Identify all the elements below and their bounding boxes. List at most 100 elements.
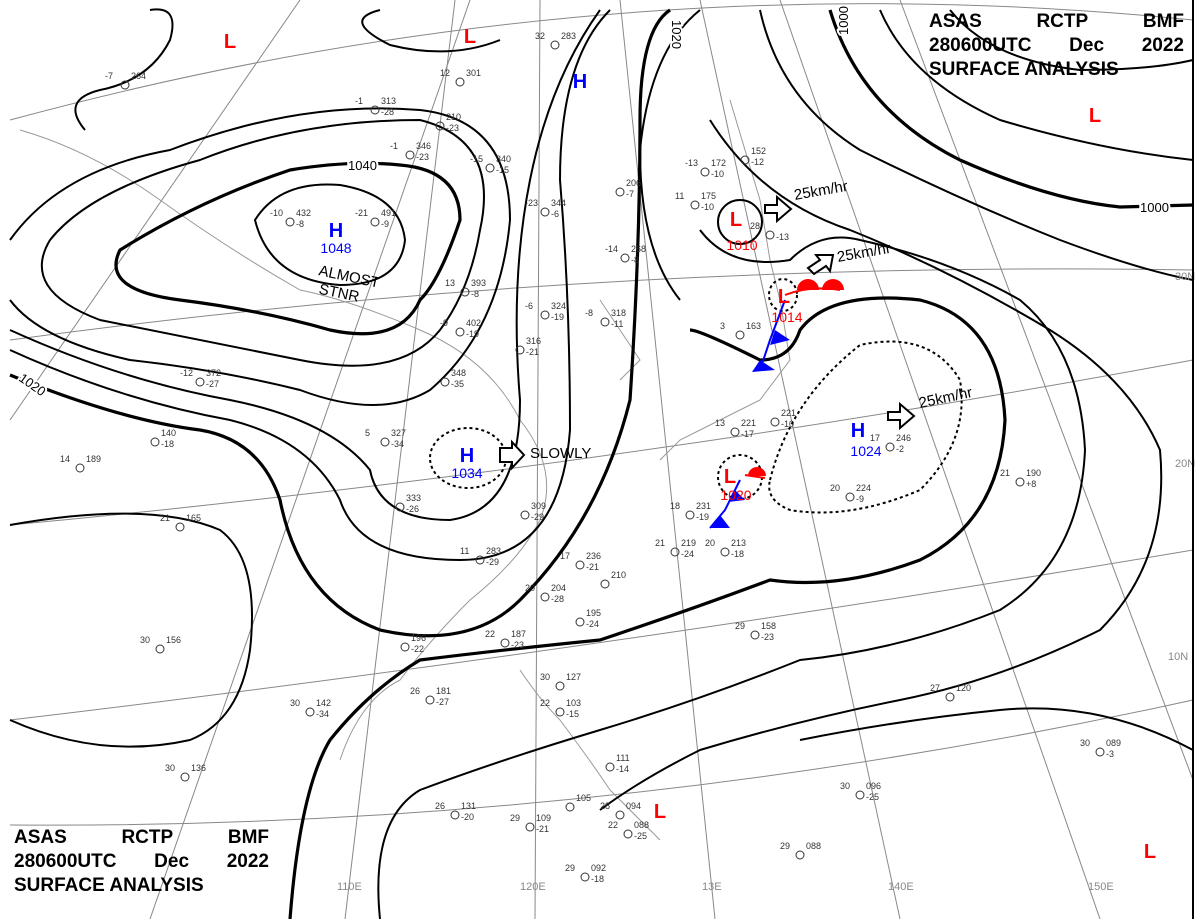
station-plot: -23 344-6	[525, 198, 566, 219]
station-plot: 22 187-23	[485, 629, 526, 650]
station-temperature: 28	[600, 801, 610, 811]
isobar	[9, 9, 611, 562]
station-dewpoint: -26	[406, 504, 419, 514]
low-pressure-center: L	[730, 209, 742, 231]
station-temperature: -8	[585, 308, 593, 318]
station-pressure: 348	[451, 368, 466, 378]
station-dewpoint: -24	[586, 619, 599, 629]
header-time: 280600UTC	[929, 35, 1032, 56]
station-circle-icon	[690, 200, 700, 210]
station-temperature: -9	[440, 318, 448, 328]
station-dewpoint: -24	[681, 549, 694, 559]
station-dewpoint: -8	[471, 289, 479, 299]
station-circle-icon	[305, 707, 315, 717]
central-pressure-value: 1048	[320, 240, 351, 256]
station-temperature: 29	[780, 841, 790, 851]
station-pressure: 165	[186, 513, 201, 523]
station-pressure: 096	[866, 781, 881, 791]
low-pressure-center: L	[1089, 105, 1101, 127]
station-temperature: 11	[460, 546, 469, 556]
longitude-label: 150E	[1088, 881, 1114, 893]
station-temperature: 30	[840, 781, 850, 791]
movement-label: 25km/hr	[793, 178, 849, 204]
station-temperature: 18	[670, 501, 680, 511]
station-circle-icon	[400, 642, 410, 652]
station-pressure: 221	[781, 408, 796, 418]
station-circle-icon	[455, 327, 465, 337]
station-pressure: 189	[86, 454, 101, 464]
station-circle-icon	[395, 502, 405, 512]
station-plot: -10 432-8	[270, 208, 311, 229]
station-pressure: 131	[461, 801, 476, 811]
chart-header-bottom: ASAS RCTP BMF 280600UTC Dec 2022 SURFACE ANALY…	[14, 826, 269, 898]
header-type: SURFACE ANALYSIS	[14, 875, 204, 896]
station-temperature: 30	[540, 672, 550, 682]
station-dewpoint: -21	[526, 347, 539, 357]
header-year: 2022	[1141, 35, 1184, 56]
station-pressure: 172	[711, 158, 726, 168]
station-dewpoint: -23	[446, 123, 459, 133]
station-temperature: 20	[525, 583, 535, 593]
station-circle-icon	[795, 850, 805, 860]
station-temperature: 21	[1000, 468, 1010, 478]
station-dewpoint: -25	[866, 792, 879, 802]
station-pressure: 236	[586, 551, 601, 561]
station-pressure: 301	[466, 68, 481, 78]
station-dewpoint: -11	[611, 319, 623, 329]
station-circle-icon	[735, 330, 745, 340]
station-circle-icon	[405, 150, 415, 160]
station-pressure: 402	[466, 318, 481, 328]
station-pressure: 213	[731, 538, 746, 548]
fronts	[709, 279, 844, 529]
high-pressure-center: H	[573, 71, 587, 93]
station-pressure: 156	[166, 635, 181, 645]
station-dewpoint: -15	[566, 709, 579, 719]
station-pressure: 175	[701, 191, 716, 201]
isobar	[361, 9, 501, 53]
station-pressure: 346	[416, 141, 431, 151]
station-circle-icon	[770, 417, 780, 427]
station-circle-icon	[620, 253, 630, 263]
station-pressure: 318	[611, 308, 626, 318]
isobar	[799, 707, 1194, 751]
low-pressure-center: L	[464, 26, 476, 48]
header-type: SURFACE ANALYSIS	[929, 59, 1119, 80]
station-dewpoint: -19	[696, 512, 709, 522]
isobar-label: 1020	[16, 370, 48, 399]
station-circle-icon	[515, 345, 525, 355]
station-dewpoint: -19	[551, 312, 564, 322]
station-temperature: -1	[355, 96, 363, 106]
station-plot: -12 372-27	[180, 368, 221, 389]
station-plot: 3 163	[720, 321, 761, 340]
station-dewpoint: -29	[486, 557, 499, 567]
station-temperature: 26	[410, 686, 420, 696]
low-pressure-center: L	[1144, 841, 1156, 863]
station-plot: 210	[600, 570, 626, 589]
station-dewpoint: -21	[586, 562, 599, 572]
station-plot: 111-14	[605, 753, 630, 774]
station-dewpoint: -15	[496, 165, 509, 175]
station-pressure: 181	[436, 686, 451, 696]
station-circle-icon	[120, 80, 130, 90]
station-plot: 309-29	[520, 501, 546, 522]
header-station: RCTP	[121, 827, 174, 848]
station-pressure: 092	[591, 863, 606, 873]
isobar	[288, 296, 1007, 919]
station-circle-icon	[460, 287, 470, 297]
station-plot: 206-7	[615, 178, 641, 199]
station-pressure: 109	[536, 813, 551, 823]
station-circle-icon	[500, 638, 510, 648]
station-temperature: 12	[440, 68, 450, 78]
isobar	[9, 107, 512, 406]
station-circle-icon	[455, 77, 465, 87]
station-plot: 32 283	[535, 31, 576, 50]
station-circle-icon	[670, 547, 680, 557]
station-pressure: 268	[631, 244, 646, 254]
high-pressure-center: H	[460, 445, 474, 467]
station-temperature: 27	[930, 683, 940, 693]
header-station: RCTP	[1036, 11, 1089, 32]
station-circle-icon	[575, 560, 585, 570]
station-temperature: 17	[870, 433, 880, 443]
station-pressure: 309	[531, 501, 546, 511]
